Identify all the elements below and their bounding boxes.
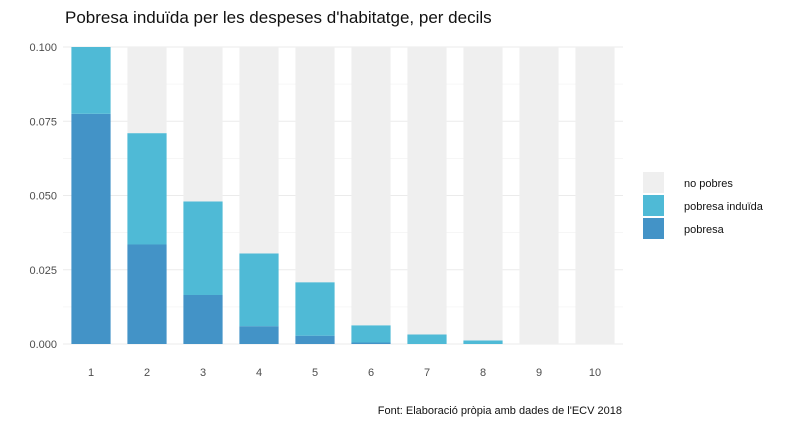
bar-no-pobres-decile-9 (519, 47, 559, 344)
bars (71, 47, 615, 344)
bar-pobresa-decile-5 (295, 335, 335, 344)
legend-key-no-pobres (643, 172, 664, 193)
bar-no-pobres-decile-7 (407, 47, 447, 335)
y-tick-label: 0.025 (29, 265, 57, 277)
bar-no-pobres-decile-4 (239, 47, 279, 254)
bar-no-pobres-decile-8 (463, 47, 503, 341)
x-tick-label: 8 (480, 367, 486, 379)
bar-no-pobres-decile-6 (351, 47, 391, 326)
x-tick-label: 5 (312, 367, 318, 379)
x-tick-label: 7 (424, 367, 430, 379)
y-axis: 0.000 0.025 0.050 0.075 0.100 (29, 42, 57, 351)
bar-pobresa-induïda-decile-4 (239, 253, 279, 327)
bar-no-pobres-decile-10 (575, 47, 615, 344)
bar-pobresa-decile-6 (351, 342, 391, 344)
x-tick-label: 9 (536, 367, 542, 379)
bar-pobresa-induïda-decile-2 (127, 133, 167, 245)
bar-pobresa-induïda-decile-5 (295, 282, 335, 336)
legend-label-pobresa: pobresa (684, 224, 725, 236)
x-axis: 1 2 3 4 5 6 7 8 9 10 (88, 367, 601, 379)
bar-pobresa-decile-4 (239, 326, 279, 344)
bar-pobresa-decile-3 (183, 294, 223, 344)
x-tick-label: 2 (144, 367, 150, 379)
bar-no-pobres-decile-2 (127, 47, 167, 134)
chart-title: Pobresa induïda per les despeses d'habit… (65, 8, 492, 27)
x-tick-label: 6 (368, 367, 374, 379)
y-tick-label: 0.075 (29, 116, 57, 128)
bar-pobresa-decile-2 (127, 244, 167, 344)
x-tick-label: 10 (589, 367, 601, 379)
bar-pobresa-induïda-decile-8 (463, 340, 503, 344)
legend-label-pobresa-induïda: pobresa induïda (684, 201, 764, 213)
y-tick-label: 0.000 (29, 339, 57, 351)
y-tick-label: 0.100 (29, 42, 57, 54)
bar-no-pobres-decile-5 (295, 47, 335, 283)
bar-pobresa-induïda-decile-7 (407, 334, 447, 344)
bar-pobresa-decile-1 (71, 113, 111, 344)
legend-key-pobresa (643, 218, 664, 239)
x-tick-label: 1 (88, 367, 94, 379)
bar-pobresa-induïda-decile-1 (71, 47, 111, 114)
x-tick-label: 3 (200, 367, 206, 379)
legend: no pobres pobresa induïda pobresa (643, 172, 764, 239)
bar-pobresa-induïda-decile-6 (351, 325, 391, 343)
legend-label-no-pobres: no pobres (684, 178, 733, 190)
x-tick-label: 4 (256, 367, 262, 379)
chart-caption: Font: Elaboració pròpia amb dades de l'E… (378, 405, 622, 417)
bar-pobresa-induïda-decile-3 (183, 201, 223, 295)
y-tick-label: 0.050 (29, 191, 57, 203)
bar-no-pobres-decile-3 (183, 47, 223, 202)
legend-key-pobresa-induïda (643, 195, 664, 216)
